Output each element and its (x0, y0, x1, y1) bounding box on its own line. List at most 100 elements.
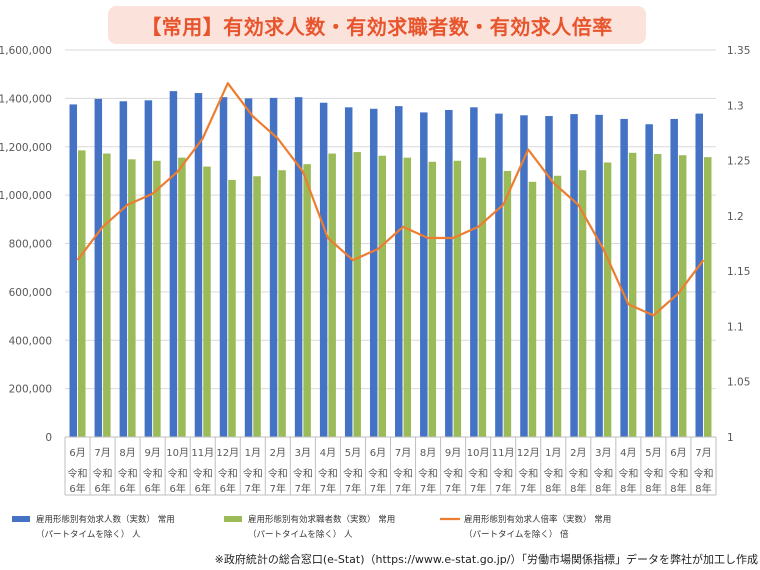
category-era: 令和 (443, 467, 463, 480)
category-era: 令和 (668, 467, 688, 480)
category-era: 令和 (493, 467, 513, 480)
bar-openings (620, 118, 628, 437)
bar-seekers (378, 155, 386, 437)
combo-chart: 0 200,000 400,000 600,000 800,000 1,000,000 1,… (0, 45, 750, 540)
category-month: 12月 (216, 447, 239, 459)
y-axis-left: 0 200,000 400,000 600,000 800,000 1,000,000 1,… (0, 45, 52, 444)
category-month: 4月 (620, 447, 636, 459)
category-year: 8年 (595, 482, 611, 495)
bar-openings (169, 91, 178, 438)
category-era: 令和 (93, 467, 113, 480)
category-month: 3月 (595, 447, 611, 459)
source-note: ※政府統計の総合窓口(e-Stat)（https://www.e-stat.go… (214, 553, 758, 566)
bar-seekers (153, 160, 161, 437)
y-left-tick-label: 0 (45, 432, 52, 444)
category-month: 1月 (545, 447, 561, 459)
category-year: 7年 (295, 482, 311, 495)
y-left-tick-label: 1,000,000 (0, 190, 52, 202)
y-left-tick-label: 400,000 (9, 335, 52, 347)
category-month: 5月 (645, 447, 661, 459)
category-era: 令和 (593, 467, 613, 480)
category-year: 7年 (420, 482, 436, 495)
y-right-tick-label: 1.1 (727, 321, 744, 333)
bar-openings (294, 97, 303, 438)
category-month: 12月 (517, 447, 540, 459)
category-month: 6月 (69, 447, 85, 459)
category-month: 7月 (695, 447, 711, 459)
bar-openings (319, 102, 328, 437)
bar-openings (94, 98, 103, 437)
y-right-tick-label: 1 (727, 432, 734, 444)
category-month: 4月 (320, 447, 336, 459)
category-year: 6年 (94, 482, 110, 495)
bar-seekers (353, 152, 361, 438)
category-month: 6月 (670, 447, 686, 459)
category-year: 8年 (570, 482, 586, 495)
category-month: 6月 (370, 447, 386, 459)
bar-openings (119, 101, 128, 437)
bar-seekers (328, 153, 336, 437)
series-seekers-bars (78, 150, 712, 438)
legend-swatch-bar (224, 516, 242, 522)
category-era: 令和 (543, 467, 563, 480)
category-month: 11月 (492, 447, 515, 459)
series-openings-bars (69, 91, 703, 438)
bar-seekers (453, 160, 462, 437)
category-era: 令和 (343, 467, 363, 480)
bar-openings (194, 93, 203, 438)
bar-seekers (203, 166, 211, 438)
category-era: 令和 (68, 467, 88, 480)
category-year: 7年 (245, 482, 261, 495)
bar-seekers (103, 153, 111, 437)
bar-openings (369, 108, 378, 437)
bar-seekers (678, 155, 687, 437)
category-era: 令和 (118, 467, 138, 480)
category-month: 5月 (345, 447, 361, 459)
category-era: 令和 (268, 467, 288, 480)
category-month: 10月 (467, 447, 490, 459)
category-year: 8年 (545, 482, 561, 495)
category-month: 8月 (420, 447, 436, 459)
category-year: 7年 (470, 482, 486, 495)
bar-seekers (253, 176, 261, 438)
bar-seekers (228, 179, 236, 437)
category-year: 8年 (695, 482, 711, 495)
bar-openings (69, 104, 78, 437)
bar-openings (545, 116, 553, 438)
bar-openings (495, 113, 503, 437)
y-left-tick-label: 1,400,000 (0, 93, 52, 105)
legend: 雇用形態別有効求人数（実数） 常用 （パートタイムを除く） 人 雇用形態別有効求職者… (12, 514, 611, 540)
category-year: 6年 (69, 482, 85, 495)
bar-seekers (78, 150, 86, 438)
y-right-tick-label: 1.05 (727, 377, 750, 389)
category-year: 7年 (495, 482, 511, 495)
bar-openings (645, 124, 653, 438)
bar-openings (595, 114, 603, 437)
category-year: 7年 (395, 482, 411, 495)
bar-openings (445, 109, 453, 438)
category-year: 8年 (620, 482, 636, 495)
y-left-tick-label: 1,600,000 (0, 45, 52, 57)
bar-openings (144, 100, 153, 437)
category-era: 令和 (693, 467, 713, 480)
category-year: 7年 (370, 482, 386, 495)
ratio-line-path (76, 82, 705, 317)
bar-seekers (403, 157, 412, 437)
category-month: 7月 (94, 447, 110, 459)
bar-openings (344, 107, 353, 437)
bar-seekers (503, 170, 512, 437)
category-era: 令和 (368, 467, 388, 480)
bar-seekers (603, 162, 612, 438)
y-left-tick-label: 800,000 (9, 239, 52, 251)
category-month: 10月 (166, 447, 189, 459)
category-era: 令和 (243, 467, 263, 480)
category-era: 令和 (618, 467, 638, 480)
bar-seekers (703, 157, 712, 437)
bar-openings (695, 113, 703, 437)
category-month: 9月 (445, 447, 461, 459)
bar-seekers (578, 170, 587, 438)
category-year: 7年 (345, 482, 361, 495)
legend-label: （パートタイムを除く） 人 (36, 529, 141, 540)
